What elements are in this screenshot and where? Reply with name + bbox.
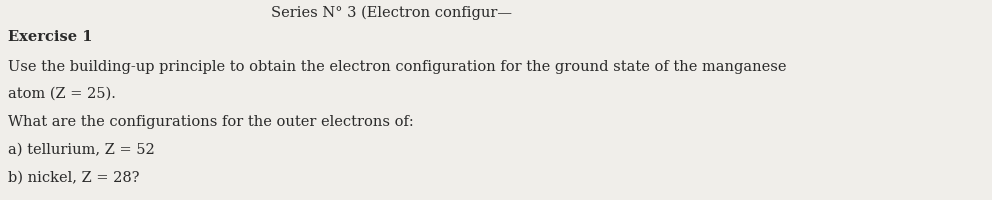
Text: atom (Z = 25).: atom (Z = 25). <box>8 87 116 101</box>
Text: a) tellurium, Z = 52: a) tellurium, Z = 52 <box>8 143 155 157</box>
Text: Exercise 1: Exercise 1 <box>8 30 92 44</box>
Text: Use the building-up principle to obtain the electron configuration for the groun: Use the building-up principle to obtain … <box>8 60 787 74</box>
Text: Series N° 3 (Electron configur—: Series N° 3 (Electron configur— <box>272 6 512 20</box>
Text: b) nickel, Z = 28?: b) nickel, Z = 28? <box>8 171 140 185</box>
Text: What are the configurations for the outer electrons of:: What are the configurations for the oute… <box>8 115 414 129</box>
